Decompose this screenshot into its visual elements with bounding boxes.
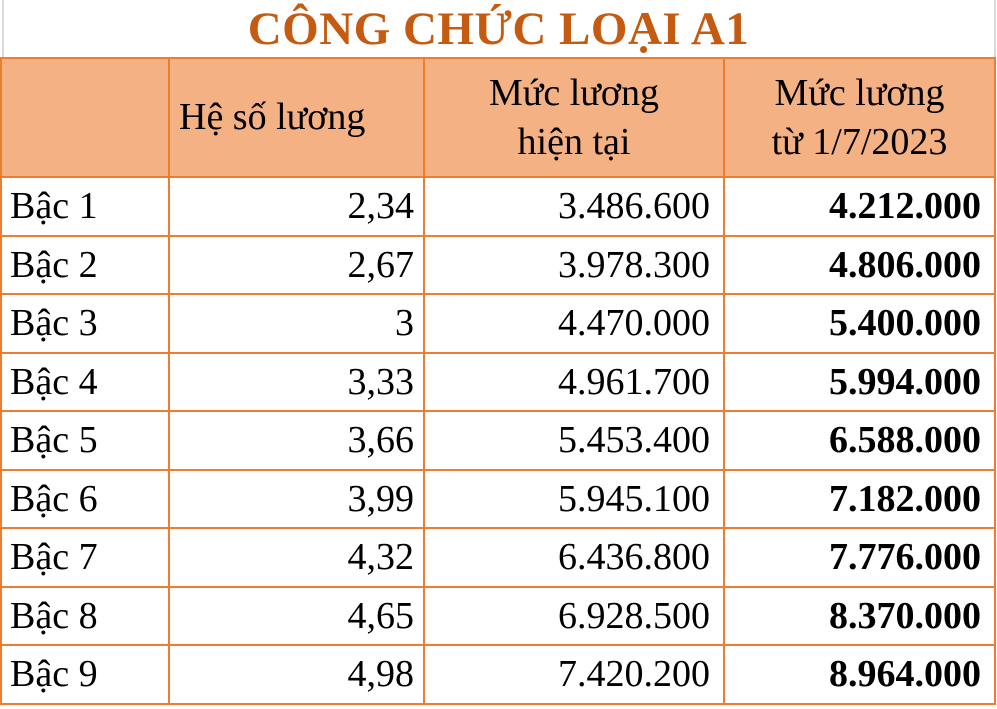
grade-cell: Bậc 1 xyxy=(0,176,170,237)
current-salary-cell: 3.978.300 xyxy=(423,234,725,295)
coefficient-cell: 3 xyxy=(168,293,425,354)
current-salary-cell: 4.961.700 xyxy=(423,351,725,412)
current-salary-cell: 5.945.100 xyxy=(423,468,725,529)
new-salary-cell: 7.776.000 xyxy=(723,527,996,588)
current-salary-cell: 4.470.000 xyxy=(423,293,725,354)
new-salary-cell: 4.212.000 xyxy=(723,176,996,237)
table-row: Bậc 1 2,34 3.486.600 4.212.000 xyxy=(0,176,996,237)
new-salary-cell: 5.994.000 xyxy=(723,351,996,412)
header-current-line2: hiện tại xyxy=(517,120,631,163)
current-salary-cell: 3.486.600 xyxy=(423,176,725,237)
coefficient-cell: 3,33 xyxy=(168,351,425,412)
title-band: CÔNG CHỨC LOẠI A1 xyxy=(0,0,997,57)
table-row: Bậc 4 3,33 4.961.700 5.994.000 xyxy=(0,351,996,412)
header-coefficient-label: Hệ số lương xyxy=(179,96,366,139)
coefficient-cell: 2,34 xyxy=(168,176,425,237)
header-current-salary-cell: Mức lương hiện tại xyxy=(423,57,725,178)
new-salary-cell: 5.400.000 xyxy=(723,293,996,354)
current-salary-cell: 6.928.500 xyxy=(423,585,725,646)
table-row: Bậc 8 4,65 6.928.500 8.370.000 xyxy=(0,585,996,646)
page-title: CÔNG CHỨC LOẠI A1 xyxy=(247,2,750,55)
new-salary-cell: 4.806.000 xyxy=(723,234,996,295)
coefficient-cell: 3,99 xyxy=(168,468,425,529)
grade-cell: Bậc 6 xyxy=(0,468,170,529)
current-salary-cell: 5.453.400 xyxy=(423,410,725,471)
grade-cell: Bậc 3 xyxy=(0,293,170,354)
new-salary-cell: 6.588.000 xyxy=(723,410,996,471)
grade-cell: Bậc 5 xyxy=(0,410,170,471)
table-row: Bậc 7 4,32 6.436.800 7.776.000 xyxy=(0,527,996,588)
table-row: Bậc 2 2,67 3.978.300 4.806.000 xyxy=(0,234,996,295)
current-salary-cell: 7.420.200 xyxy=(423,644,725,705)
coefficient-cell: 2,67 xyxy=(168,234,425,295)
grade-cell: Bậc 2 xyxy=(0,234,170,295)
coefficient-cell: 4,98 xyxy=(168,644,425,705)
header-coefficient-cell: Hệ số lương xyxy=(168,57,425,178)
header-new-salary-cell: Mức lương từ 1/7/2023 xyxy=(723,57,996,178)
table-row: Bậc 3 3 4.470.000 5.400.000 xyxy=(0,293,996,354)
new-salary-cell: 8.964.000 xyxy=(723,644,996,705)
new-salary-cell: 8.370.000 xyxy=(723,585,996,646)
table-row: Bậc 5 3,66 5.453.400 6.588.000 xyxy=(0,410,996,471)
header-current-line1: Mức lương xyxy=(489,71,659,114)
new-salary-cell: 7.182.000 xyxy=(723,468,996,529)
grade-cell: Bậc 9 xyxy=(0,644,170,705)
grade-cell: Bậc 8 xyxy=(0,585,170,646)
gridline-artifact-right xyxy=(994,0,996,57)
header-new-line1: Mức lương xyxy=(774,71,945,114)
table-header-row: Hệ số lương Mức lương hiện tại Mức lương… xyxy=(0,57,996,178)
grade-cell: Bậc 4 xyxy=(0,351,170,412)
salary-table: Hệ số lương Mức lương hiện tại Mức lương… xyxy=(0,57,996,705)
current-salary-cell: 6.436.800 xyxy=(423,527,725,588)
gridline-artifact-left xyxy=(2,0,4,57)
coefficient-cell: 4,65 xyxy=(168,585,425,646)
grade-cell: Bậc 7 xyxy=(0,527,170,588)
table-row: Bậc 6 3,99 5.945.100 7.182.000 xyxy=(0,468,996,529)
table-row: Bậc 9 4,98 7.420.200 8.964.000 xyxy=(0,644,996,705)
coefficient-cell: 3,66 xyxy=(168,410,425,471)
coefficient-cell: 4,32 xyxy=(168,527,425,588)
header-grade-cell xyxy=(0,57,170,178)
header-new-line2: từ 1/7/2023 xyxy=(771,120,948,163)
